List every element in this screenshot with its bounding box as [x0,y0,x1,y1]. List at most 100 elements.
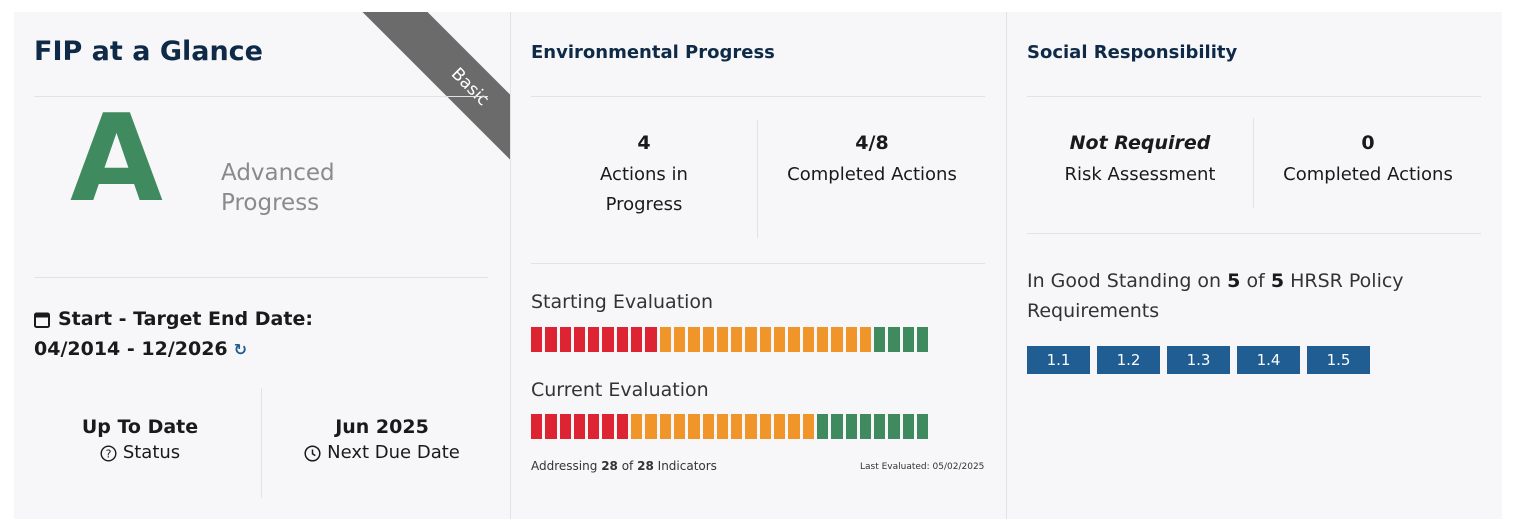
glance-title: FIP at a Glance [34,36,263,67]
indicator-segment-orange [859,327,872,352]
status-value: Up To Date [81,416,199,438]
date-range-row: 04/2014 - 12/2026 ↻ [34,338,247,360]
environmental-column: Environmental Progress 4 Actions in Prog… [510,12,1006,519]
environmental-title: Environmental Progress [531,42,775,63]
actions-in-progress-label: Actions in Progress [600,164,688,215]
divider [757,120,758,238]
indicators-of: of [621,459,634,473]
indicator-segment-orange [659,414,671,439]
glance-column: FIP at a Glance Basic A Advanced Progres… [14,12,510,519]
indicator-segment-red [631,327,643,352]
indicator-segment-red [531,414,543,439]
fip-summary-panel: FIP at a Glance Basic A Advanced Progres… [14,12,1502,519]
history-icon[interactable]: ↻ [233,339,248,359]
policy-requirements: 1.1 1.2 1.3 1.4 1.5 [1027,346,1370,374]
indicator-segment-red [573,414,586,439]
status-stat: Up To Date ? Status [34,416,246,468]
indicator-segment-red [531,327,543,352]
policy-1-5-button[interactable]: 1.5 [1307,346,1370,374]
next-due-label: Next Due Date [327,442,460,463]
indicator-segment-orange [845,327,857,352]
indicator-segment-orange [759,414,772,439]
standing-prefix: In Good Standing on [1027,270,1222,292]
indicator-segment-orange [745,414,757,439]
indicator-segment-orange [673,327,686,352]
indicator-segment-orange [731,414,743,439]
policy-1-3-button[interactable]: 1.3 [1167,346,1230,374]
grade-letter: A [70,90,163,229]
indicators-prefix: Addressing [531,459,598,473]
completed-actions-label: Completed Actions [787,164,957,185]
indicator-segment-green [831,414,843,439]
indicators-addressed: 28 [601,459,618,473]
help-circle-icon[interactable]: ? [100,444,117,462]
social-completed-value: 0 [1361,132,1375,154]
indicator-segment-green [874,327,886,352]
indicator-segment-green [816,414,829,439]
divider [34,277,488,278]
divider [531,96,985,97]
indicator-segment-orange [673,414,686,439]
indicator-segment-red [588,414,600,439]
indicators-suffix: Indicators [657,459,717,473]
policy-1-4-button[interactable]: 1.4 [1237,346,1300,374]
date-range-value: 04/2014 - 12/2026 [34,338,228,360]
indicator-segment-red [573,327,586,352]
actions-in-progress-value: 4 [637,132,651,154]
standing-of: of [1246,270,1265,292]
calendar-icon [34,312,50,328]
indicator-segment-red [602,414,614,439]
indicator-segment-red [545,414,557,439]
next-due-caption: Next Due Date [276,438,488,468]
indicator-segment-orange [716,327,729,352]
social-title: Social Responsibility [1027,42,1238,63]
current-evaluation-label: Current Evaluation [531,379,709,401]
indicator-segment-green [902,327,915,352]
indicator-segment-red [559,327,571,352]
indicator-segment-orange [688,414,700,439]
indicator-segment-orange [774,327,786,352]
indicator-segment-orange [716,414,729,439]
social-column: Social Responsibility Not Required Risk … [1006,12,1502,519]
indicator-segment-orange [802,327,814,352]
indicator-segment-orange [816,327,829,352]
standing-total: 5 [1270,270,1285,292]
indicator-segment-red [645,327,657,352]
indicator-segment-green [874,414,886,439]
clock-icon [304,444,321,462]
risk-assessment-value: Not Required [1069,132,1211,154]
indicator-segment-green [845,414,857,439]
next-due-value: Jun 2025 [335,416,429,438]
social-completed-label: Completed Actions [1283,164,1453,185]
social-completed-stat: 0 Completed Actions [1254,132,1482,190]
indicator-segment-orange [788,414,800,439]
divider [1027,233,1481,234]
status-label: Status [122,442,181,463]
last-evaluated: Last Evaluated: 05/02/2025 [860,462,985,472]
risk-assessment-stat: Not Required Risk Assessment [1027,132,1253,190]
indicator-segment-red [602,327,614,352]
indicator-segment-orange [688,327,700,352]
indicator-segment-red [559,414,571,439]
policy-1-2-button[interactable]: 1.2 [1097,346,1160,374]
indicator-segment-red [588,327,600,352]
policy-1-1-button[interactable]: 1.1 [1027,346,1090,374]
divider [1027,96,1481,97]
next-due-stat: Jun 2025 Next Due Date [276,416,488,468]
status-caption: ? Status [34,438,246,468]
indicator-segment-orange [645,414,657,439]
indicator-segment-green [859,414,872,439]
current-evaluation-bar [531,414,929,439]
level-ribbon: Basic [340,12,510,182]
indicator-segment-orange [631,414,643,439]
indicator-segment-green [917,327,929,352]
actions-in-progress-stat: 4 Actions in Progress [531,132,757,220]
standing-suffix: HRSR Policy Requirements [1027,270,1404,322]
grade-description: Advanced Progress [221,160,335,216]
indicator-segment-green [888,414,900,439]
ribbon-label: Basic [361,12,510,182]
indicator-segment-orange [659,327,671,352]
divider [1253,118,1254,208]
indicator-segment-orange [745,327,757,352]
indicator-segment-orange [802,414,814,439]
